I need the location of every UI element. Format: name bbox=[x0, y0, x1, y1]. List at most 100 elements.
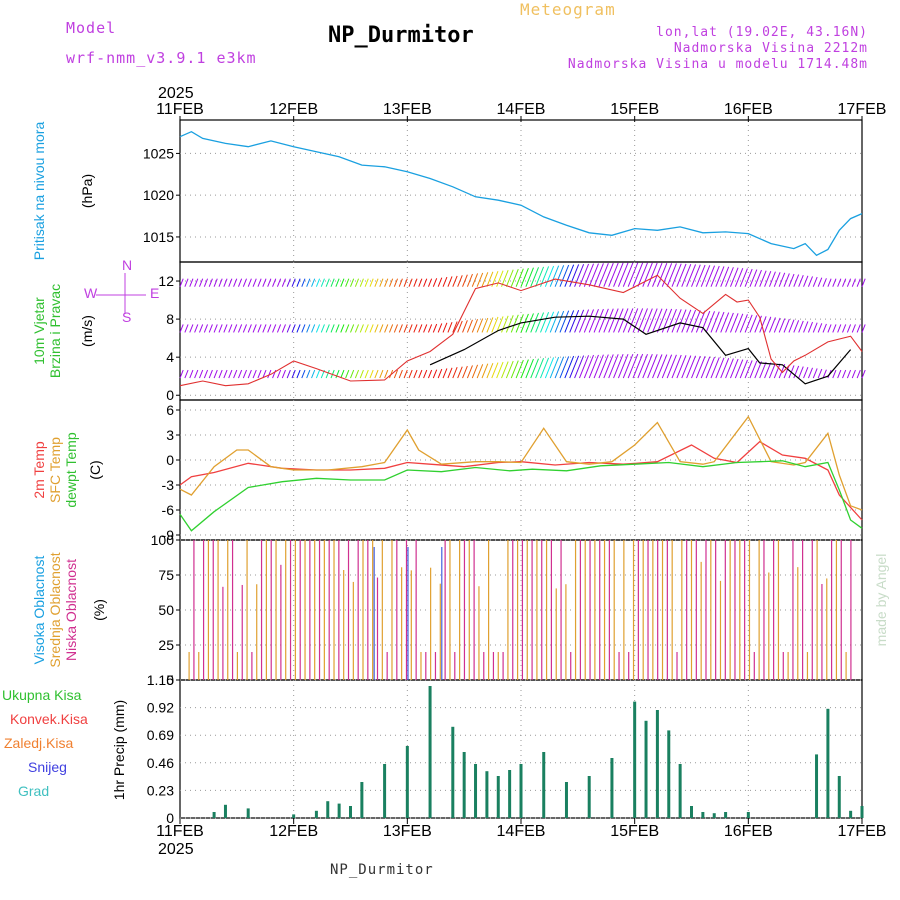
wind-barb bbox=[603, 354, 614, 379]
wind-barb bbox=[276, 324, 282, 333]
precip-bar bbox=[655, 710, 659, 818]
wind-barb bbox=[432, 323, 438, 333]
wind-barb bbox=[457, 366, 463, 379]
wind-barb bbox=[637, 353, 648, 379]
wind-barb bbox=[486, 317, 494, 333]
precip-bar bbox=[667, 730, 671, 818]
wind-barb bbox=[530, 358, 539, 379]
wind-barb bbox=[208, 278, 213, 287]
wind-barb bbox=[320, 278, 325, 287]
wind-barb bbox=[627, 353, 639, 379]
wind-barb bbox=[462, 274, 468, 287]
wind-barb bbox=[861, 324, 866, 333]
wind-barb bbox=[578, 355, 590, 379]
wind-barb bbox=[247, 324, 252, 333]
precip-bar bbox=[724, 812, 728, 818]
wind-barb bbox=[471, 318, 479, 333]
wind-barb bbox=[457, 275, 463, 287]
precip-unit-label: 1hr Precip (mm) bbox=[111, 700, 127, 800]
wind-barb bbox=[291, 278, 296, 287]
wind-barb bbox=[642, 308, 653, 333]
wind-barb bbox=[666, 354, 677, 379]
wind-barb bbox=[608, 308, 619, 333]
wind-barb bbox=[315, 278, 321, 287]
wind-barb bbox=[622, 262, 634, 287]
wind-barb bbox=[486, 362, 494, 379]
wind-barb bbox=[827, 324, 832, 333]
wind-barb bbox=[754, 269, 762, 287]
date-label-top: 14FEB bbox=[497, 101, 546, 118]
wind-barb bbox=[257, 278, 262, 287]
y-tick-label: 100 bbox=[151, 532, 175, 548]
date-label-bottom: 15FEB bbox=[610, 823, 659, 840]
wind-barb bbox=[593, 308, 604, 333]
wind-barb bbox=[286, 278, 291, 287]
wind-barb bbox=[783, 318, 790, 333]
wind-barb bbox=[807, 367, 814, 379]
wind-barb bbox=[505, 315, 514, 333]
wind-barb bbox=[666, 263, 677, 287]
wind-barb bbox=[520, 268, 529, 287]
wind-barb bbox=[276, 278, 282, 287]
panel-side-label: 10m Vjetar bbox=[31, 297, 47, 365]
precip-bar bbox=[212, 812, 216, 818]
wind-barb bbox=[442, 276, 448, 287]
wind-barb bbox=[281, 324, 286, 333]
wind-barb bbox=[642, 354, 653, 379]
wind-barb bbox=[257, 369, 262, 379]
wind-barb bbox=[359, 324, 364, 333]
wind-barb bbox=[237, 324, 243, 333]
wind-barb bbox=[554, 356, 565, 379]
wind-barb bbox=[588, 354, 599, 379]
wind-barb bbox=[242, 369, 247, 379]
wind-barb bbox=[617, 262, 629, 287]
panel-unit-label: (m/s) bbox=[79, 315, 95, 347]
lonlat-info: lon,lat (19.02E, 43.16N) bbox=[656, 25, 868, 40]
wind-barb bbox=[296, 324, 301, 333]
wind-barb bbox=[364, 278, 369, 287]
wind-barb bbox=[691, 310, 701, 333]
wind-barb bbox=[237, 278, 243, 287]
precip-bar bbox=[860, 806, 864, 818]
wind-barb bbox=[330, 278, 335, 287]
wind-barb bbox=[676, 309, 687, 333]
wind-barb bbox=[759, 361, 767, 379]
wind-barb bbox=[427, 324, 433, 333]
page-title: NP_Durmitor bbox=[328, 23, 474, 48]
y-tick-label: 0 bbox=[166, 452, 174, 468]
wind-barb bbox=[632, 353, 644, 379]
wind-barb bbox=[505, 360, 514, 379]
wind-barb bbox=[184, 278, 189, 287]
wind-barb bbox=[739, 268, 748, 287]
wind-barb bbox=[778, 272, 786, 287]
wind-barb bbox=[705, 356, 716, 379]
wind-barb bbox=[583, 263, 595, 287]
wind-barb bbox=[242, 324, 247, 333]
wind-barb bbox=[432, 369, 438, 379]
wind-barb bbox=[691, 264, 701, 287]
wind-barb bbox=[686, 355, 697, 379]
wind-barb bbox=[262, 324, 267, 333]
wind-barb bbox=[496, 361, 504, 379]
wind-barb bbox=[700, 356, 711, 379]
wind-barb bbox=[408, 324, 413, 333]
wind-barb bbox=[359, 369, 364, 379]
wind-barb bbox=[354, 324, 360, 333]
y-tick-label: 0 bbox=[166, 810, 174, 826]
precip-bar bbox=[826, 708, 830, 818]
wind-barb bbox=[199, 369, 204, 379]
wind-barb bbox=[223, 324, 228, 333]
wind-barb bbox=[807, 276, 814, 287]
wind-barb bbox=[530, 312, 539, 333]
date-label-bottom: 12FEB bbox=[269, 823, 318, 840]
wind-barb bbox=[208, 369, 213, 379]
wind-barb bbox=[525, 267, 534, 287]
wind-barb bbox=[768, 317, 776, 333]
wind-barb bbox=[223, 278, 228, 287]
wind-barb bbox=[233, 278, 238, 287]
wind-barb bbox=[613, 308, 624, 333]
wind-barb bbox=[544, 357, 555, 379]
wind-barb bbox=[311, 324, 316, 333]
wind-barb bbox=[476, 272, 484, 287]
